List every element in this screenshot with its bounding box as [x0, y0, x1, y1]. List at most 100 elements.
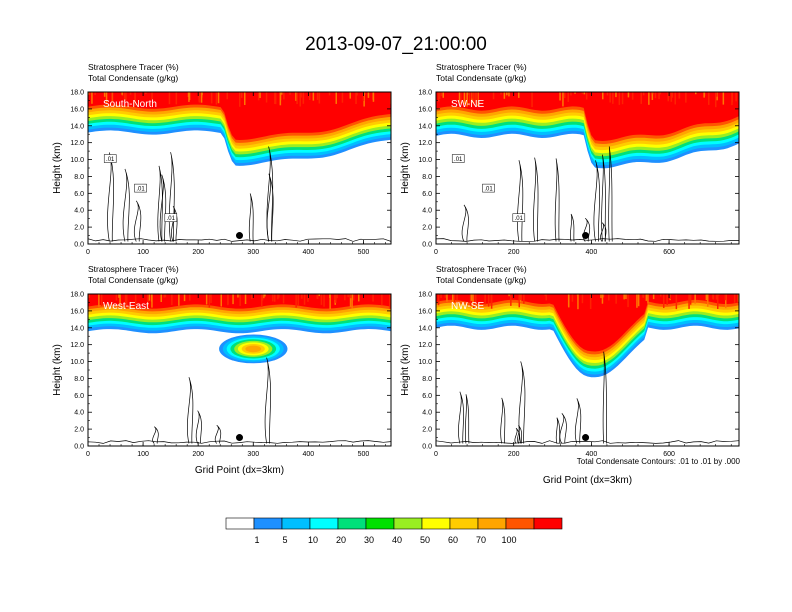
tracer-streak [444, 294, 447, 298]
tracer-streak [309, 92, 311, 96]
tracer-streak [568, 294, 570, 308]
contour-label: .01 [484, 187, 493, 193]
tracer-streak [705, 294, 708, 301]
tracer-streak [731, 92, 733, 103]
condensate-contour [195, 410, 202, 444]
tracer-streak [581, 294, 584, 304]
header-condensate: Total Condensate (g/kg) [436, 73, 526, 83]
tracer-streak [183, 294, 186, 302]
tracer-streak [440, 294, 442, 299]
tracer-streak [508, 294, 510, 297]
colorbar-label: 5 [282, 535, 287, 545]
tracer-streak [506, 92, 508, 96]
tracer-streak [627, 92, 630, 98]
location-marker [236, 232, 243, 240]
tracer-streak [463, 92, 466, 104]
header-tracer: Stratosphere Tracer (%) [436, 62, 527, 72]
tracer-streak [735, 92, 737, 102]
tracer-streak [274, 294, 276, 302]
colorbar-swatch [421, 517, 451, 530]
tracer-streak [531, 92, 533, 108]
tracer-streak [356, 92, 358, 95]
y-axis-label: Height (km) [52, 344, 63, 396]
y-tick-label: 2.0 [74, 225, 84, 232]
tracer-streak [316, 294, 318, 299]
tracer-streak [473, 92, 475, 105]
tracer-streak [364, 92, 366, 95]
condensate-contour [570, 213, 575, 242]
tracer-streak [168, 92, 171, 105]
colorbar: 1 5 10 20 30 40 50 60 70 100 [225, 517, 563, 545]
tracer-streak [470, 294, 473, 301]
condensate-contours [88, 146, 391, 242]
panel-label: SW-NE [451, 99, 484, 110]
contour-label: .01 [106, 157, 115, 163]
surface-contour [436, 440, 739, 444]
tracer-streak [660, 294, 662, 297]
tracer-streak [737, 294, 739, 302]
condensate-contours [436, 351, 739, 444]
tracer-streak [567, 92, 569, 102]
tracer-streak [278, 294, 280, 298]
panel-label: NW-SE [451, 301, 484, 312]
tracer-streak [301, 294, 303, 299]
tracer-streak [625, 294, 627, 299]
tracer-streak [600, 294, 602, 299]
colorbar-label: 10 [308, 535, 318, 545]
tracer-streak [336, 294, 338, 299]
y-tick-label: 8.0 [74, 174, 84, 181]
plot-area [88, 294, 391, 446]
tracer-streak [134, 294, 137, 309]
tracer-streak [367, 92, 370, 98]
condensate-contour [264, 357, 271, 444]
colorbar-swatch [477, 517, 507, 530]
tracer-streak [282, 294, 285, 304]
tracer-streak [125, 92, 127, 101]
tracer-streak [316, 92, 319, 100]
x-tick-label: 0 [86, 249, 90, 256]
tracer-streak [239, 294, 241, 306]
colorbar-swatch [253, 517, 283, 530]
colorbar-swatch [505, 517, 535, 530]
tracer-streak [279, 92, 282, 106]
tracer-streak [244, 92, 246, 105]
colorbar-label: 20 [336, 535, 346, 545]
tracer-streak [261, 294, 264, 301]
condensate-contour [107, 152, 115, 242]
colorbar-label: 40 [392, 535, 402, 545]
y-tick-label: 12.0 [418, 140, 432, 147]
tracer-streak [164, 294, 167, 298]
tracer-streak [440, 92, 443, 97]
tracer-streak [121, 92, 123, 95]
tracer-streak [466, 92, 468, 107]
tracer-streak [652, 294, 655, 300]
tracer-streak [318, 294, 320, 297]
condensate-contour [517, 425, 522, 444]
y-tick-label: 6.0 [422, 191, 432, 198]
tracer-streak [602, 294, 605, 298]
y-tick-label: 14.0 [418, 325, 432, 332]
tracer-streak [134, 92, 136, 107]
tracer-streak [295, 294, 297, 308]
tracer-streak [347, 294, 349, 298]
colorbar-swatch [393, 517, 423, 530]
tracer-streak [437, 294, 440, 306]
tracer-streak [618, 92, 621, 105]
x-tick-label: 300 [247, 249, 259, 256]
tracer-streak [88, 92, 91, 95]
tracer-streak [473, 294, 475, 308]
header-condensate: Total Condensate (g/kg) [436, 275, 526, 285]
x-tick-label: 0 [434, 249, 438, 256]
tracer-streak [129, 92, 132, 95]
y-tick-label: 16.0 [70, 106, 84, 113]
tracer-streak [205, 294, 208, 305]
x-tick-label: 100 [137, 249, 149, 256]
tracer-streak [299, 92, 301, 107]
header-tracer: Stratosphere Tracer (%) [436, 264, 527, 274]
tracer-streak [615, 294, 617, 304]
y-tick-label: 16.0 [418, 308, 432, 315]
y-tick-label: 6.0 [422, 393, 432, 400]
contour-label-box [134, 183, 147, 193]
tracer-streak [302, 92, 305, 104]
tracer-streak [703, 92, 705, 98]
